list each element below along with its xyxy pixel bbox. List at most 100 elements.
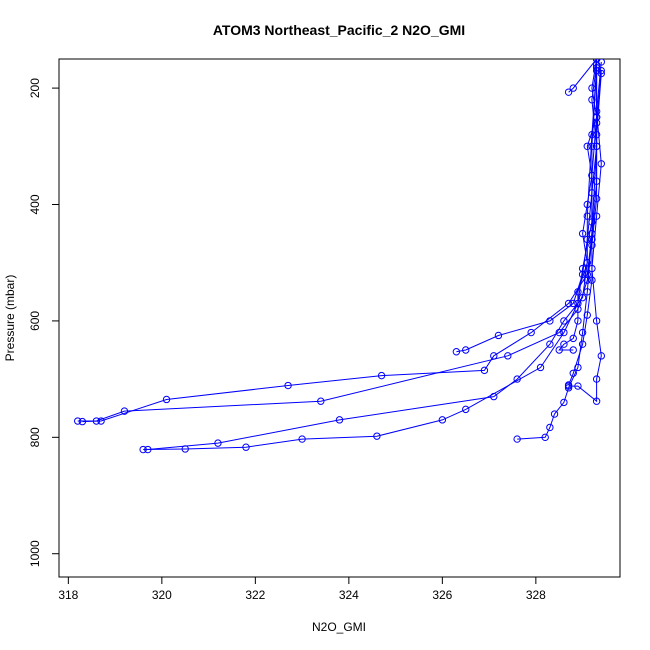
data-point [92, 417, 101, 425]
series-line [568, 59, 597, 93]
series-line [568, 73, 602, 386]
data-point [592, 397, 601, 405]
x-tick-label: 320 [152, 588, 172, 602]
data-point [560, 317, 568, 325]
series-10 [564, 59, 601, 96]
data-point [569, 299, 577, 308]
data-point [569, 346, 577, 354]
series-line [77, 70, 602, 422]
data-point [569, 369, 577, 377]
y-axis: 200 400 600 800 1000 [28, 78, 60, 567]
data-point [578, 328, 587, 337]
data-point [335, 416, 344, 424]
plot-area [74, 59, 605, 454]
data-point [564, 299, 573, 308]
series-line [568, 61, 602, 403]
data-point [564, 88, 573, 96]
data-point [377, 371, 386, 380]
data-point [284, 381, 292, 390]
data-point [592, 59, 601, 63]
data-point [504, 352, 512, 360]
plot-frame [58, 58, 621, 578]
data-point [462, 346, 470, 354]
data-point [597, 160, 605, 168]
x-tick-label: 326 [432, 588, 452, 602]
data-point [578, 293, 587, 302]
data-point [480, 366, 489, 375]
data-point [592, 107, 601, 116]
data-point [373, 432, 381, 440]
data-point [162, 395, 171, 404]
data-point [592, 317, 601, 325]
y-axis-label: Pressure (mbar) [3, 275, 17, 362]
x-tick-label: 322 [245, 588, 265, 602]
data-point [592, 194, 601, 203]
data-point [298, 435, 306, 443]
data-point [527, 328, 535, 337]
data-point [560, 398, 568, 407]
data-point [597, 69, 605, 78]
y-tick-label: 400 [28, 194, 42, 214]
data-point [214, 439, 222, 447]
series-3 [78, 59, 601, 426]
data-point [317, 397, 325, 405]
data-point [592, 130, 601, 139]
data-point [494, 331, 503, 340]
data-point [569, 84, 577, 92]
series-line [558, 59, 598, 351]
data-point [536, 363, 545, 372]
data-point [564, 381, 573, 389]
series-line [82, 59, 598, 423]
data-point [597, 352, 605, 360]
data-point [578, 229, 587, 238]
y-tick-label: 200 [28, 78, 42, 98]
data-point [546, 340, 554, 348]
x-tick-label: 318 [58, 588, 78, 602]
x-tick-label: 328 [526, 588, 546, 602]
data-point [592, 212, 601, 220]
data-point [560, 328, 568, 337]
data-point [574, 382, 582, 390]
series-line [147, 67, 598, 450]
y-tick-label: 600 [28, 311, 42, 331]
data-point [242, 443, 250, 451]
data-point [583, 276, 591, 284]
data-point [578, 264, 587, 273]
data-point [513, 435, 521, 443]
data-point [569, 334, 577, 343]
series-line [517, 59, 598, 440]
chart-title: ATOM3 Northeast_Pacific_2 N2O_GMI [213, 22, 465, 38]
data-point [550, 410, 559, 418]
data-point [574, 317, 582, 325]
data-point [452, 348, 461, 356]
data-point [139, 445, 147, 454]
data-point [583, 311, 591, 319]
data-point [588, 241, 596, 249]
y-tick-label: 800 [28, 427, 42, 447]
data-point [588, 142, 596, 151]
data-point [546, 423, 554, 432]
data-point [462, 405, 470, 414]
data-point [574, 299, 582, 308]
data-point [120, 407, 129, 415]
data-point [181, 445, 189, 453]
data-point [78, 417, 87, 426]
data-point [555, 346, 563, 354]
data-point [578, 340, 587, 348]
data-point [592, 375, 601, 383]
data-point [74, 417, 82, 425]
data-point [438, 416, 447, 424]
data-point [583, 212, 591, 220]
y-tick-label: 1000 [28, 540, 42, 567]
x-axis-label: N2O_GMI [312, 620, 366, 634]
x-tick-label: 324 [339, 588, 359, 602]
data-point [97, 417, 105, 425]
series-8 [564, 59, 605, 405]
data-point [583, 142, 591, 151]
series-9 [564, 69, 605, 389]
data-point [541, 433, 549, 442]
data-point [588, 276, 596, 284]
series-line [143, 70, 598, 450]
x-axis: 318 320 322 324 326 328 [58, 576, 546, 602]
